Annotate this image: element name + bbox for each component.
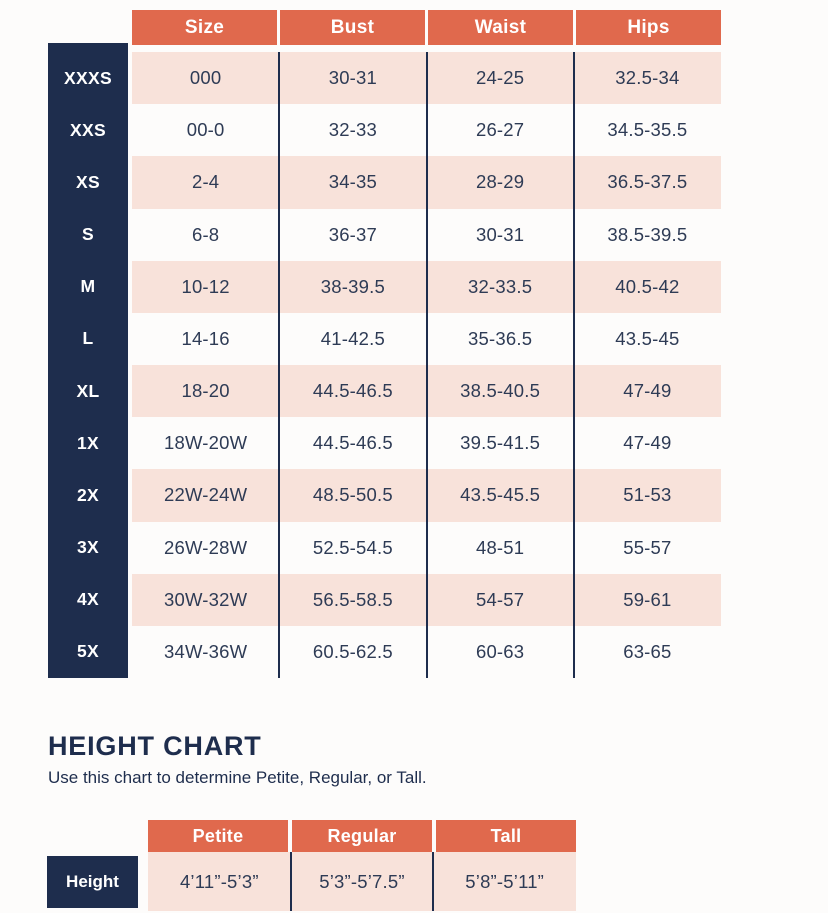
size-cell-bust: 32-33	[328, 119, 378, 141]
size-cell-size: 10-12	[181, 275, 230, 297]
size-cell-waist: 32-33.5	[468, 275, 533, 297]
size-cell-bust: 36-37	[328, 223, 378, 245]
size-cell-size: 30W-32W	[163, 588, 248, 610]
size-cell-size: 6-8	[191, 223, 220, 245]
size-table-row: 6-8 36-37 30-31 38.5-39.5	[132, 209, 721, 261]
size-table-row: 14-16 41-42.5 35-36.5 43.5-45	[132, 313, 721, 365]
size-cell-waist: 54-57	[475, 588, 525, 610]
size-row-label: XS	[76, 171, 100, 192]
size-row-label: XXS	[70, 119, 106, 140]
size-row-label: S	[82, 224, 94, 245]
size-cell-hips: 63-65	[623, 640, 672, 662]
column-divider	[289, 852, 292, 911]
size-row-label: M	[80, 276, 96, 297]
size-cell-size: 26W-28W	[163, 536, 248, 558]
size-cell-size: 34W-36W	[163, 640, 248, 662]
size-cell-hips: 51-53	[623, 484, 672, 506]
size-cell-waist: 60-63	[475, 640, 525, 662]
size-cell-hips: 40.5-42	[615, 275, 680, 297]
size-cell-size: 000	[189, 67, 222, 89]
size-table-row: 26W-28W 52.5-54.5 48-51 55-57	[132, 522, 721, 574]
size-cell-hips: 43.5-45	[615, 327, 680, 349]
size-cell-size: 18-20	[181, 380, 230, 402]
size-cell-bust: 34-35	[328, 171, 378, 193]
size-cell-bust: 48.5-50.5	[312, 484, 393, 506]
size-row-label: 2X	[76, 484, 99, 505]
height-chart-title: HEIGHT CHART	[48, 731, 262, 761]
column-header-size: Size	[132, 10, 277, 45]
size-cell-waist: 26-27	[475, 119, 525, 141]
height-value-regular: 5’3”-5’7.5”	[319, 870, 405, 892]
column-header-regular: Regular	[292, 820, 432, 852]
size-table-row: 00-0 32-33 26-27 34.5-35.5	[132, 104, 721, 156]
size-cell-bust: 38-39.5	[320, 275, 385, 297]
size-cell-waist: 43.5-45.5	[460, 484, 541, 506]
size-cell-hips: 36.5-37.5	[607, 171, 688, 193]
size-cell-bust: 52.5-54.5	[312, 536, 393, 558]
size-cell-hips: 47-49	[623, 380, 672, 402]
column-divider	[278, 52, 281, 678]
size-cell-waist: 35-36.5	[468, 327, 533, 349]
size-cell-bust: 60.5-62.5	[312, 640, 393, 662]
size-table-row: 34W-36W 60.5-62.5 60-63 63-65	[132, 626, 721, 678]
column-header-hips: Hips	[576, 10, 721, 45]
size-cell-waist: 24-25	[475, 67, 525, 89]
size-cell-size: 14-16	[181, 327, 230, 349]
column-divider	[425, 52, 428, 678]
height-row-label: Height	[47, 856, 138, 908]
size-cell-bust: 44.5-46.5	[312, 432, 393, 454]
size-cell-hips: 34.5-35.5	[607, 119, 688, 141]
size-cell-waist: 48-51	[475, 536, 525, 558]
column-header-tall: Tall	[436, 820, 576, 852]
size-row-label: XXXS	[64, 67, 112, 88]
size-cell-bust: 30-31	[328, 67, 378, 89]
size-cell-bust: 44.5-46.5	[312, 380, 393, 402]
size-cell-hips: 59-61	[623, 588, 672, 610]
size-cell-waist: 30-31	[475, 223, 525, 245]
size-cell-waist: 28-29	[475, 171, 525, 193]
size-cell-hips: 55-57	[623, 536, 672, 558]
size-cell-size: 2-4	[191, 171, 220, 193]
column-divider	[432, 852, 435, 911]
size-label-column: XXXS XXS XS S M L XL 1X 2X 3X 4X 5X	[48, 43, 128, 678]
size-cell-waist: 39.5-41.5	[460, 432, 541, 454]
size-cell-waist: 38.5-40.5	[460, 380, 541, 402]
size-cell-hips: 38.5-39.5	[607, 223, 688, 245]
size-cell-hips: 47-49	[623, 432, 672, 454]
height-chart-header-row: Petite Regular Tall	[148, 820, 576, 852]
size-cell-bust: 41-42.5	[320, 327, 385, 349]
height-value-tall: 5’8”-5’11”	[465, 870, 545, 892]
size-cell-bust: 56.5-58.5	[312, 588, 393, 610]
column-header-petite: Petite	[148, 820, 288, 852]
size-row-label: L	[82, 328, 94, 349]
height-chart-data-row: 4’11”-5’3” 5’3”-5’7.5” 5’8”-5’11”	[148, 852, 576, 911]
size-cell-size: 22W-24W	[163, 484, 248, 506]
size-cell-size: 00-0	[186, 119, 225, 141]
size-row-label: 5X	[76, 641, 99, 662]
size-cell-hips: 32.5-34	[615, 67, 680, 89]
size-table-row: 18W-20W 44.5-46.5 39.5-41.5 47-49	[132, 417, 721, 469]
column-header-bust: Bust	[280, 10, 425, 45]
size-cell-size: 18W-20W	[163, 432, 248, 454]
size-row-label: XL	[76, 380, 100, 401]
size-table-header-row: Size Bust Waist Hips	[132, 10, 721, 45]
column-divider	[572, 52, 575, 678]
height-value-petite: 4’11”-5’3”	[179, 870, 259, 892]
size-row-label: 1X	[76, 432, 99, 453]
height-chart-subtitle: Use this chart to determine Petite, Regu…	[48, 768, 427, 787]
size-row-label: 3X	[76, 537, 99, 558]
size-table-body: 000 30-31 24-25 32.5-34 00-0 32-33 26-27 34.5-3…	[132, 52, 721, 678]
column-header-waist: Waist	[428, 10, 573, 45]
size-row-label: 4X	[76, 589, 99, 610]
